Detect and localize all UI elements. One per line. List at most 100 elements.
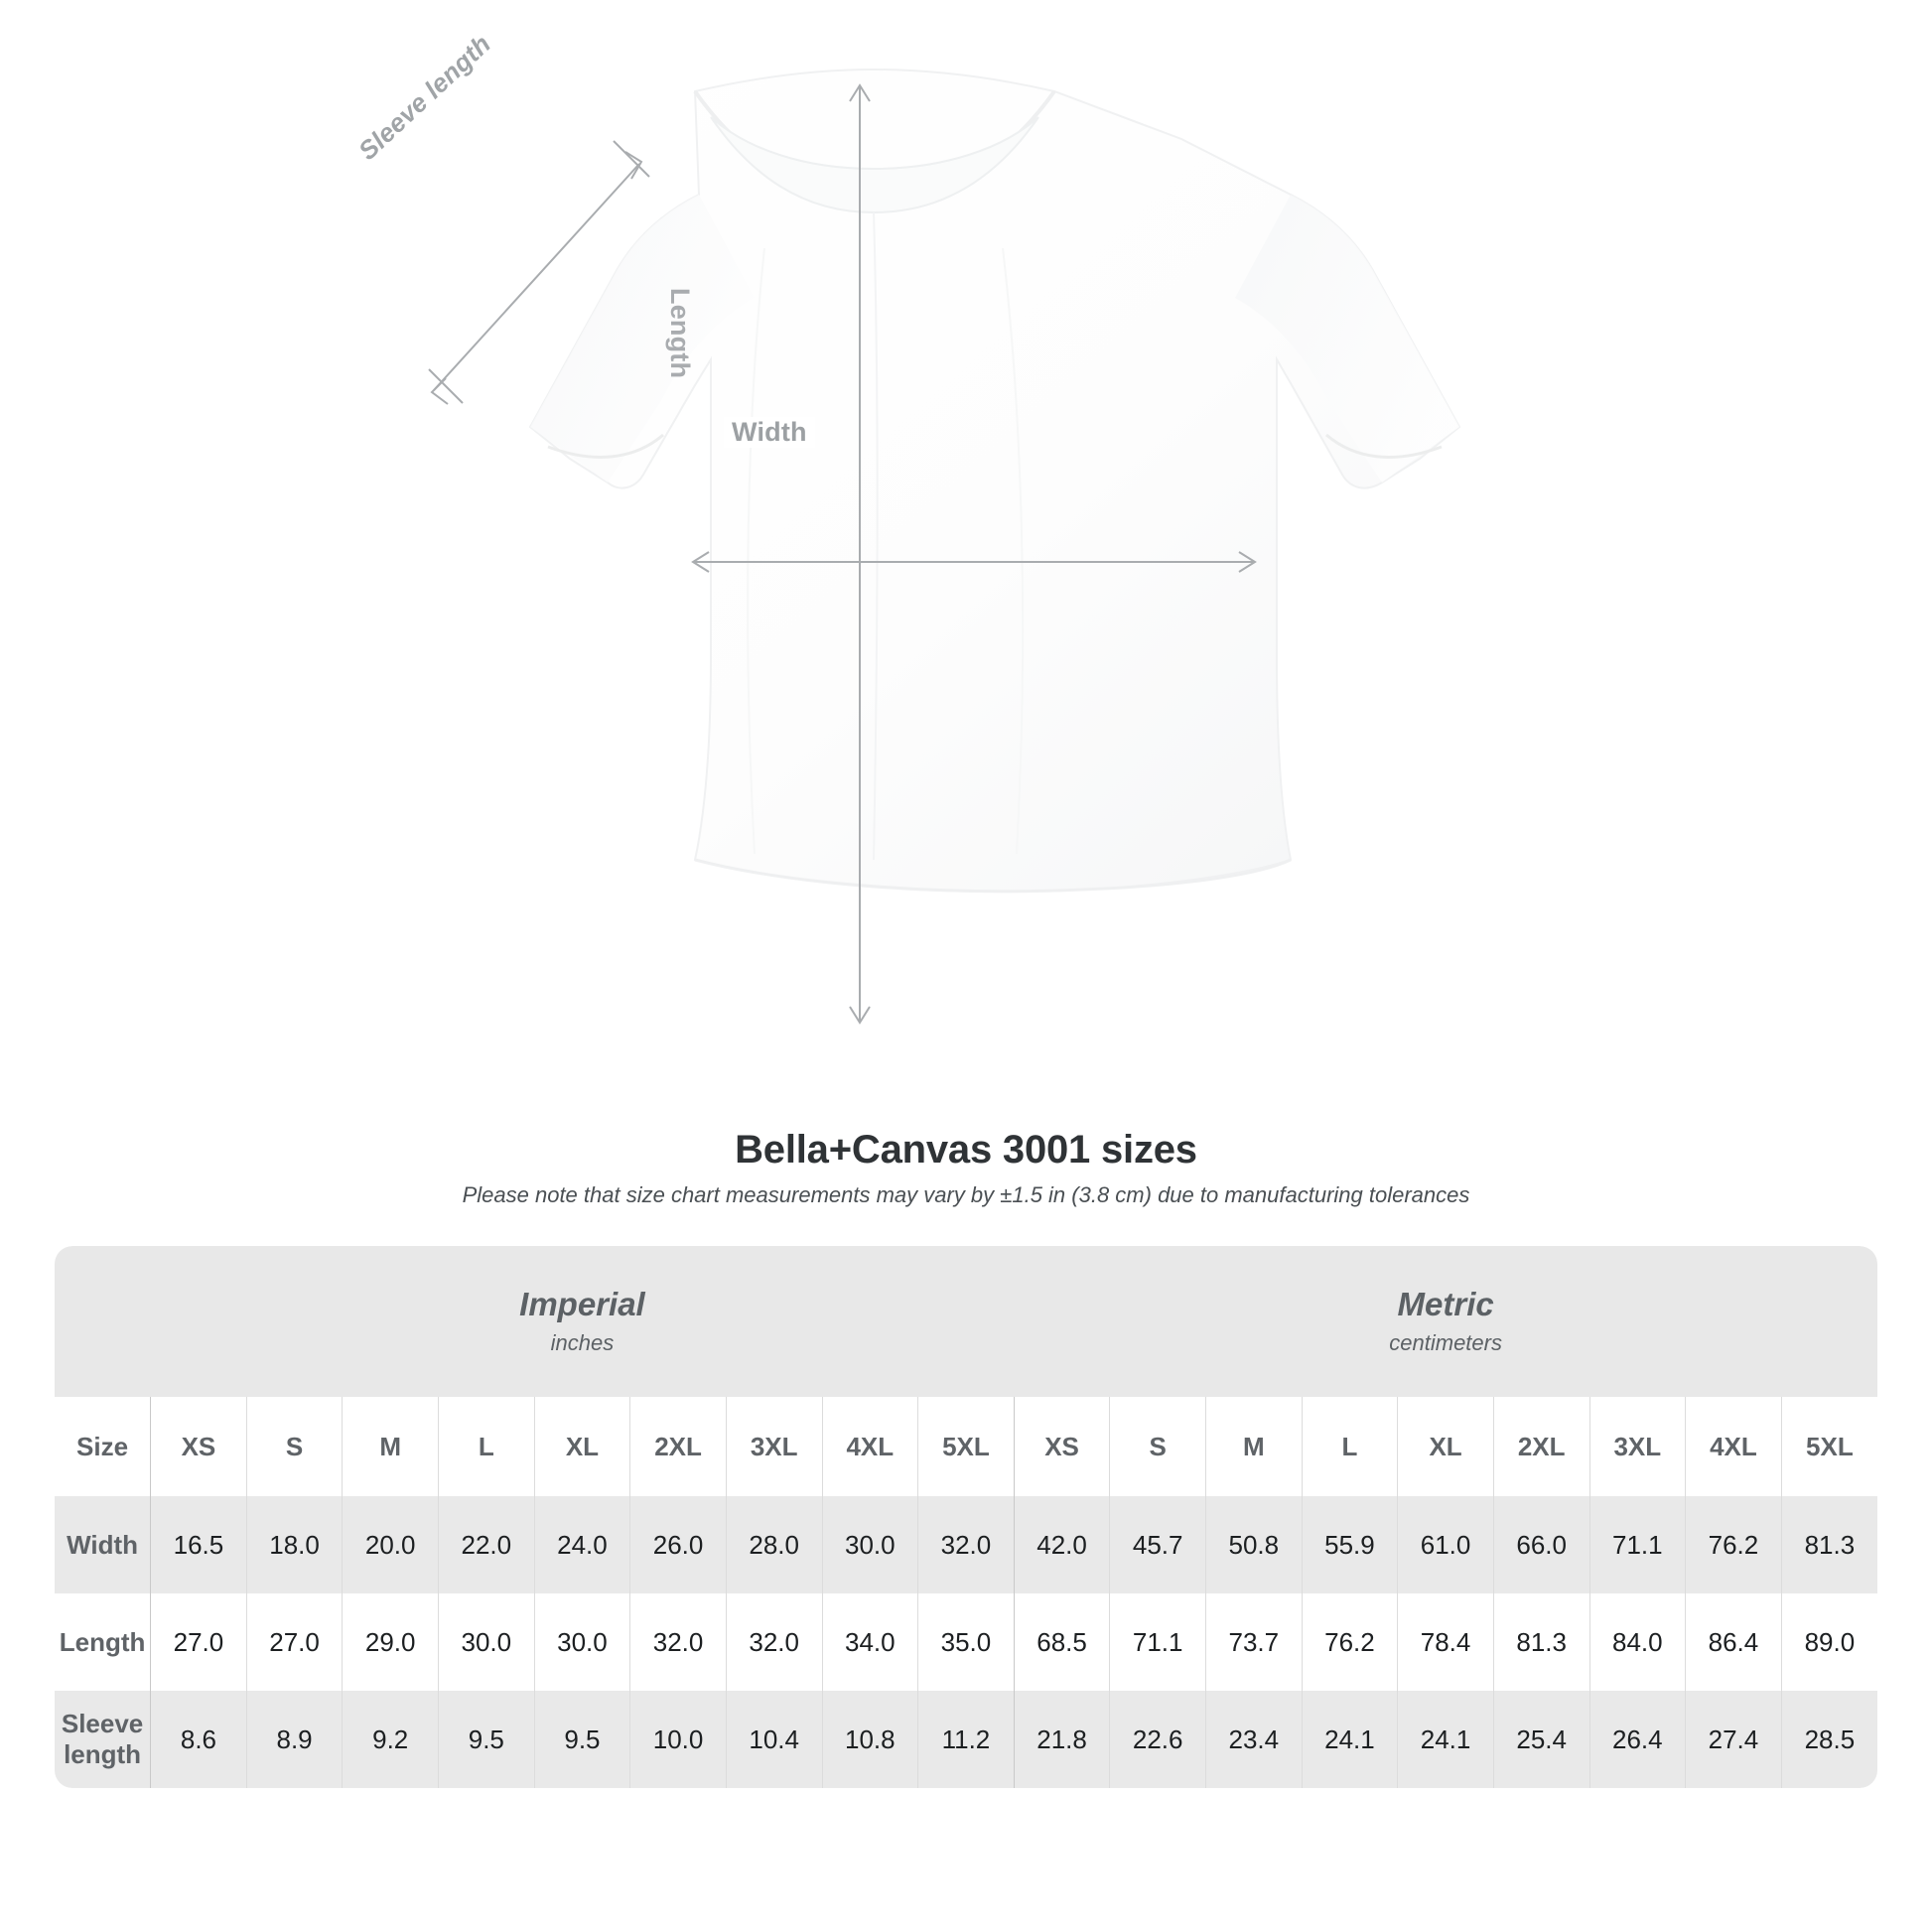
size-col-imp-3xl: 3XL xyxy=(725,1397,822,1496)
cell-sleeve-met-5xl: 28.5 xyxy=(1780,1691,1877,1788)
cell-width-met-m: 50.8 xyxy=(1205,1496,1303,1593)
cell-sleeve-met-2xl: 25.4 xyxy=(1492,1691,1589,1788)
unit-group-imperial-name: Imperial xyxy=(519,1285,645,1322)
cell-sleeve-imp-4xl: 10.8 xyxy=(821,1691,918,1788)
cell-sleeve-met-s: 22.6 xyxy=(1109,1691,1206,1788)
size-col-met-4xl: 4XL xyxy=(1685,1397,1782,1496)
cell-length-met-m: 73.7 xyxy=(1205,1593,1303,1691)
cell-width-imp-3xl: 28.0 xyxy=(725,1496,822,1593)
cell-length-imp-4xl: 34.0 xyxy=(821,1593,918,1691)
cell-length-met-xs: 68.5 xyxy=(1013,1593,1110,1691)
size-col-imp-xl: XL xyxy=(533,1397,630,1496)
page-title: Bella+Canvas 3001 sizes xyxy=(735,1128,1197,1172)
unit-group-imperial-sub: inches xyxy=(550,1330,615,1356)
cell-length-imp-s: 27.0 xyxy=(245,1593,343,1691)
size-col-met-l: L xyxy=(1301,1397,1398,1496)
width-dimension-line xyxy=(691,551,1257,573)
cell-width-imp-4xl: 30.0 xyxy=(821,1496,918,1593)
length-dimension-line xyxy=(849,83,871,1025)
size-col-imp-m: M xyxy=(342,1397,439,1496)
row-label-width: Width xyxy=(55,1496,151,1593)
cell-length-imp-5xl: 35.0 xyxy=(917,1593,1015,1691)
cell-sleeve-met-xs: 21.8 xyxy=(1013,1691,1110,1788)
tshirt-illustration: Sleeve length Length Width xyxy=(352,28,1461,1025)
cell-width-met-l: 55.9 xyxy=(1301,1496,1398,1593)
cell-sleeve-imp-l: 9.5 xyxy=(438,1691,535,1788)
unit-banner-spacer xyxy=(55,1246,151,1397)
cell-length-met-2xl: 81.3 xyxy=(1492,1593,1589,1691)
size-col-met-3xl: 3XL xyxy=(1588,1397,1686,1496)
cell-sleeve-met-3xl: 26.4 xyxy=(1588,1691,1686,1788)
cell-length-met-5xl: 89.0 xyxy=(1780,1593,1877,1691)
row-label-length: Length xyxy=(55,1593,151,1691)
size-col-imp-5xl: 5XL xyxy=(917,1397,1015,1496)
table-row: Sleeve length 8.6 8.9 9.2 9.5 9.5 10.0 1… xyxy=(55,1691,1877,1788)
cell-width-imp-xl: 24.0 xyxy=(533,1496,630,1593)
sleeve-dimension-line xyxy=(428,140,650,405)
unit-group-metric-sub: centimeters xyxy=(1389,1330,1502,1356)
cell-sleeve-met-4xl: 27.4 xyxy=(1685,1691,1782,1788)
size-col-met-5xl: 5XL xyxy=(1780,1397,1877,1496)
cell-width-imp-s: 18.0 xyxy=(245,1496,343,1593)
cell-width-met-5xl: 81.3 xyxy=(1780,1496,1877,1593)
cell-width-imp-m: 20.0 xyxy=(342,1496,439,1593)
cell-length-met-s: 71.1 xyxy=(1109,1593,1206,1691)
cell-width-met-xl: 61.0 xyxy=(1397,1496,1494,1593)
table-row: Length 27.0 27.0 29.0 30.0 30.0 32.0 32.… xyxy=(55,1593,1877,1691)
size-col-met-2xl: 2XL xyxy=(1492,1397,1589,1496)
size-header-row: Size XS S M L XL 2XL 3XL 4XL 5XL XS S M … xyxy=(55,1397,1877,1496)
cell-sleeve-imp-s: 8.9 xyxy=(245,1691,343,1788)
size-col-met-xl: XL xyxy=(1397,1397,1494,1496)
cell-width-imp-xs: 16.5 xyxy=(150,1496,247,1593)
cell-width-imp-5xl: 32.0 xyxy=(917,1496,1015,1593)
table-row: Width 16.5 18.0 20.0 22.0 24.0 26.0 28.0… xyxy=(55,1496,1877,1593)
cell-length-met-xl: 78.4 xyxy=(1397,1593,1494,1691)
cell-length-imp-xl: 30.0 xyxy=(533,1593,630,1691)
cell-length-imp-2xl: 32.0 xyxy=(629,1593,727,1691)
unit-group-imperial: Imperial inches xyxy=(150,1246,1015,1397)
cell-length-met-3xl: 84.0 xyxy=(1588,1593,1686,1691)
size-table-wrapper: Imperial inches Metric centimeters Size … xyxy=(55,1246,1877,1788)
length-label: Length xyxy=(665,288,695,379)
cell-width-met-xs: 42.0 xyxy=(1013,1496,1110,1593)
cell-width-met-3xl: 71.1 xyxy=(1588,1496,1686,1593)
cell-length-met-l: 76.2 xyxy=(1301,1593,1398,1691)
cell-length-met-4xl: 86.4 xyxy=(1685,1593,1782,1691)
cell-sleeve-met-l: 24.1 xyxy=(1301,1691,1398,1788)
unit-group-metric: Metric centimeters xyxy=(1014,1246,1877,1397)
size-col-met-s: S xyxy=(1109,1397,1206,1496)
cell-width-imp-2xl: 26.0 xyxy=(629,1496,727,1593)
cell-sleeve-imp-xs: 8.6 xyxy=(150,1691,247,1788)
size-col-imp-2xl: 2XL xyxy=(629,1397,727,1496)
size-col-imp-l: L xyxy=(438,1397,535,1496)
cell-sleeve-met-m: 23.4 xyxy=(1205,1691,1303,1788)
cell-sleeve-imp-xl: 9.5 xyxy=(533,1691,630,1788)
cell-width-imp-l: 22.0 xyxy=(438,1496,535,1593)
size-col-imp-s: S xyxy=(245,1397,343,1496)
row-label-sleeve-length: Sleeve length xyxy=(55,1691,151,1788)
cell-width-met-4xl: 76.2 xyxy=(1685,1496,1782,1593)
size-col-imp-xs: XS xyxy=(150,1397,247,1496)
cell-length-imp-m: 29.0 xyxy=(342,1593,439,1691)
size-table: Imperial inches Metric centimeters Size … xyxy=(55,1246,1877,1788)
tolerance-note: Please note that size chart measurements… xyxy=(462,1182,1470,1207)
size-header-label: Size xyxy=(55,1397,151,1496)
cell-sleeve-imp-2xl: 10.0 xyxy=(629,1691,727,1788)
cell-sleeve-met-xl: 24.1 xyxy=(1397,1691,1494,1788)
cell-sleeve-imp-5xl: 11.2 xyxy=(917,1691,1015,1788)
unit-group-metric-name: Metric xyxy=(1397,1285,1494,1322)
size-col-met-m: M xyxy=(1205,1397,1303,1496)
chart-heading: Bella+Canvas 3001 sizes Please note that… xyxy=(0,1128,1932,1208)
cell-width-met-s: 45.7 xyxy=(1109,1496,1206,1593)
cell-sleeve-imp-3xl: 10.4 xyxy=(725,1691,822,1788)
cell-sleeve-imp-m: 9.2 xyxy=(342,1691,439,1788)
cell-width-met-2xl: 66.0 xyxy=(1492,1496,1589,1593)
size-col-imp-4xl: 4XL xyxy=(821,1397,918,1496)
unit-banner-row: Imperial inches Metric centimeters xyxy=(55,1246,1877,1397)
size-col-met-xs: XS xyxy=(1013,1397,1110,1496)
tshirt-graphic xyxy=(428,68,1461,1025)
width-label: Width xyxy=(724,417,815,448)
cell-length-imp-3xl: 32.0 xyxy=(725,1593,822,1691)
cell-length-imp-xs: 27.0 xyxy=(150,1593,247,1691)
